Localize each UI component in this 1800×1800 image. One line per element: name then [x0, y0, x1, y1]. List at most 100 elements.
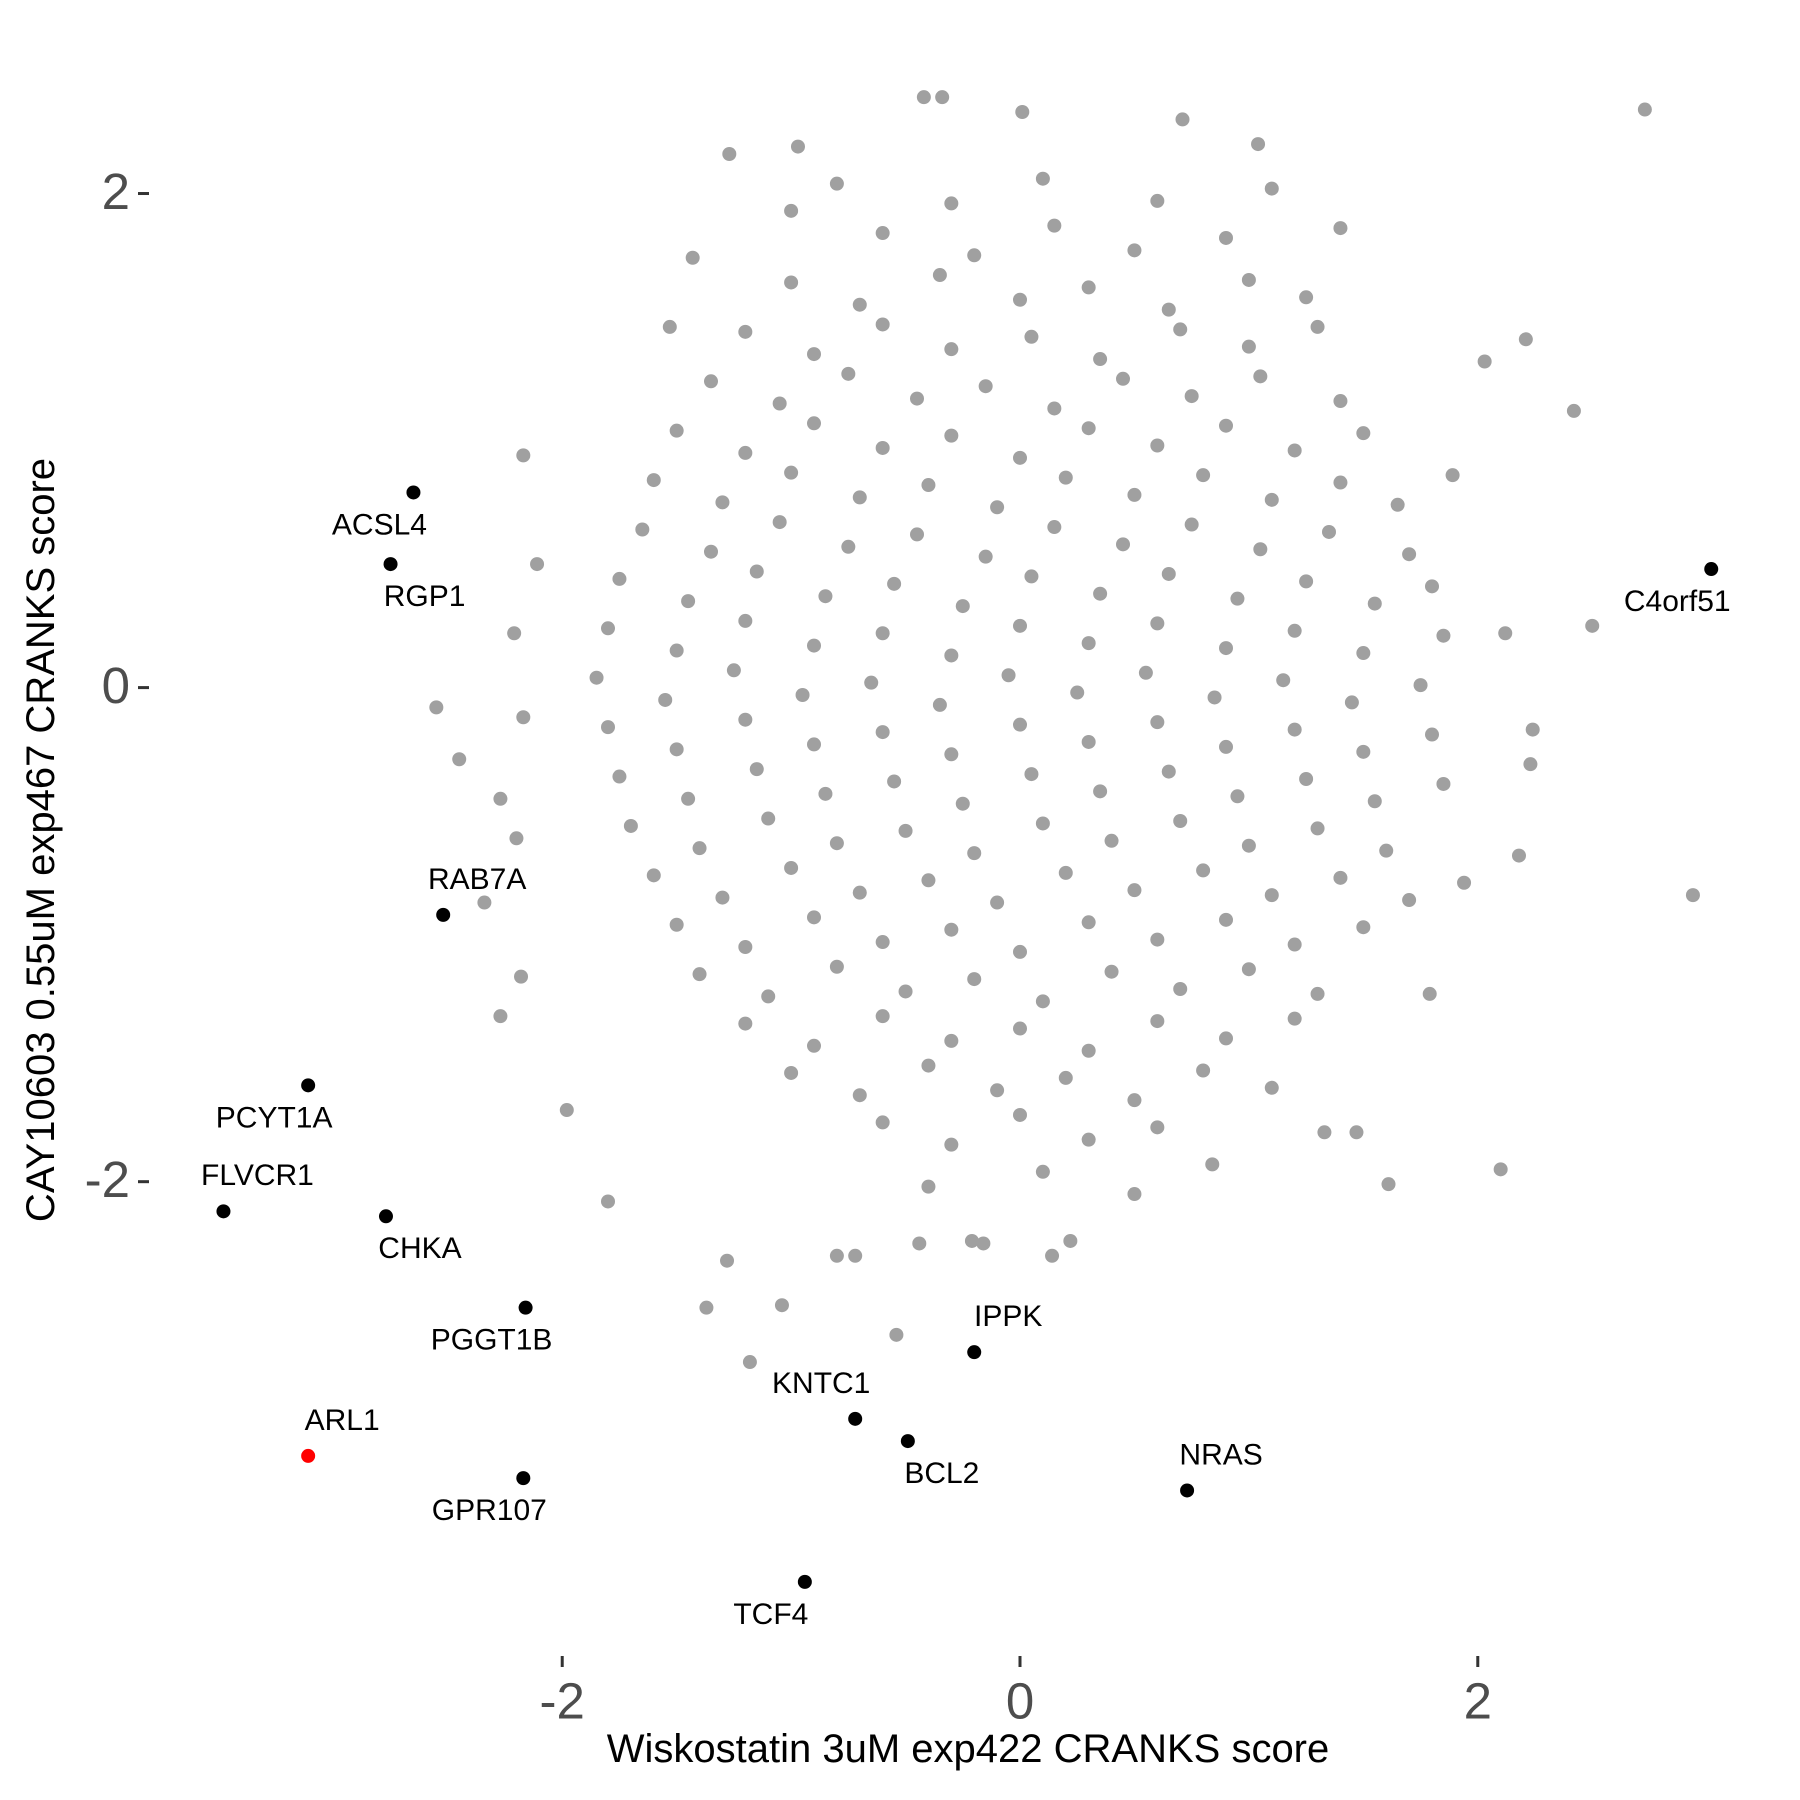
point	[704, 374, 718, 389]
point	[887, 576, 902, 591]
point	[944, 648, 959, 663]
highlight-point	[406, 485, 421, 500]
point	[1276, 673, 1291, 688]
point	[669, 742, 684, 757]
point-label: RGP1	[384, 580, 466, 613]
point	[1150, 438, 1165, 453]
point	[967, 846, 982, 861]
point	[976, 1236, 991, 1251]
point	[516, 710, 531, 725]
point	[589, 670, 604, 685]
y-tick-label: 2	[102, 163, 130, 220]
point	[1356, 646, 1371, 661]
point	[807, 638, 821, 653]
point	[784, 860, 799, 875]
point	[1566, 403, 1581, 418]
y-tick-label: -2	[85, 1151, 130, 1208]
point	[1219, 1031, 1233, 1046]
point-label: C4orf51	[1624, 585, 1731, 618]
point	[852, 1088, 867, 1103]
point	[1253, 369, 1268, 384]
point	[818, 589, 833, 604]
point	[1063, 1233, 1078, 1248]
point	[1035, 1164, 1050, 1179]
point	[795, 688, 810, 703]
point	[509, 831, 524, 846]
highlight-point	[378, 1209, 393, 1224]
point	[818, 786, 833, 801]
point	[1081, 1043, 1096, 1058]
point	[1150, 1120, 1165, 1135]
point	[1685, 888, 1700, 903]
point	[516, 448, 531, 463]
point	[1013, 618, 1027, 633]
highlight-point	[383, 557, 398, 572]
point	[944, 1033, 959, 1048]
point	[875, 1115, 890, 1130]
point	[1150, 932, 1165, 947]
point	[669, 917, 684, 932]
point	[1001, 668, 1016, 683]
point	[790, 139, 805, 154]
point	[1093, 784, 1108, 799]
point	[944, 1137, 959, 1152]
point	[1196, 863, 1211, 878]
x-tick-label: 2	[1464, 1672, 1492, 1729]
point	[1287, 623, 1302, 638]
point	[1333, 394, 1348, 409]
point	[722, 146, 737, 161]
point	[1230, 789, 1245, 804]
point	[1127, 243, 1142, 258]
point	[887, 774, 902, 789]
point	[1219, 739, 1233, 754]
point	[932, 697, 947, 712]
point	[1219, 230, 1233, 245]
point	[1207, 690, 1222, 705]
point	[1310, 821, 1325, 836]
point	[1127, 1093, 1142, 1108]
point	[829, 959, 844, 974]
point	[1081, 421, 1096, 436]
point	[1024, 329, 1039, 344]
point	[493, 1009, 508, 1024]
point	[964, 1233, 979, 1248]
point	[1333, 870, 1348, 885]
point	[1264, 181, 1279, 196]
point	[967, 972, 982, 987]
point	[784, 465, 799, 480]
point	[875, 626, 890, 641]
point	[1241, 838, 1256, 853]
point	[875, 725, 890, 740]
point	[807, 737, 821, 752]
point	[852, 297, 867, 312]
point-label: BCL2	[904, 1457, 979, 1490]
point	[1104, 964, 1119, 979]
point	[944, 922, 959, 937]
point	[978, 549, 993, 564]
point	[1150, 1014, 1165, 1029]
point	[681, 791, 696, 806]
point	[1241, 962, 1256, 977]
highlight-point	[967, 1345, 982, 1360]
point	[1344, 695, 1359, 710]
point-label: TCF4	[733, 1598, 808, 1631]
point	[955, 796, 970, 811]
point	[944, 196, 959, 211]
point	[1024, 569, 1039, 584]
point	[784, 275, 799, 290]
point	[681, 594, 696, 609]
point	[1425, 579, 1439, 594]
point	[807, 1038, 821, 1053]
point	[1127, 487, 1142, 502]
point-label: ARL1	[305, 1404, 380, 1437]
point	[699, 1300, 714, 1315]
point	[1035, 171, 1050, 186]
point	[1477, 354, 1492, 369]
point	[761, 989, 776, 1004]
point	[1047, 520, 1062, 535]
point	[921, 478, 936, 493]
point	[1390, 497, 1405, 512]
point	[1299, 574, 1314, 589]
point	[932, 268, 947, 283]
point	[1150, 193, 1165, 208]
